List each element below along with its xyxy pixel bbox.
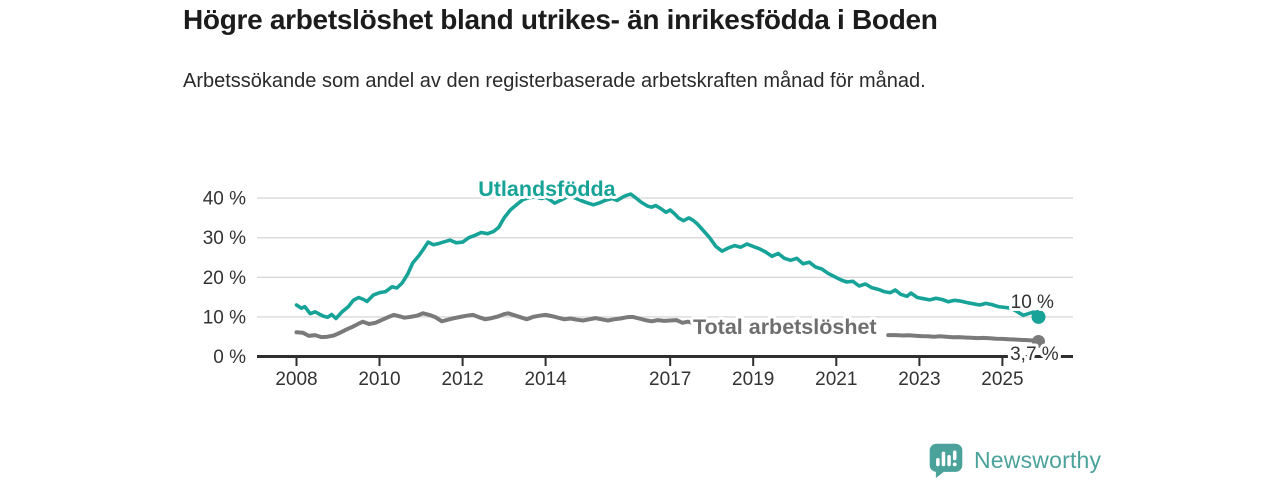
brand-footer: Newsworthy xyxy=(928,442,1101,478)
y-axis-tick-label: 30 % xyxy=(203,228,246,249)
chart-title: Högre arbetslöshet bland utrikes- än inr… xyxy=(183,4,938,35)
total-arbetsloshet-end-dot xyxy=(1032,335,1045,348)
total-arbetsloshet-line xyxy=(294,311,693,340)
total-arbetsloshet-line xyxy=(886,333,1041,344)
chart-subtitle: Arbetssökande som andel av den registerb… xyxy=(183,70,926,92)
x-axis-tick-label: 2010 xyxy=(358,369,400,390)
y-axis-tick-label: 40 % xyxy=(203,189,246,210)
x-axis-tick-label: 2014 xyxy=(524,369,567,390)
total-arbetsloshet-end-value-label: 3,7 % xyxy=(1010,344,1059,365)
x-axis-tick-label: 2025 xyxy=(981,369,1023,390)
x-axis-tick-label: 2019 xyxy=(732,369,774,390)
y-axis-tick-label: 20 % xyxy=(203,268,246,289)
total-arbetsloshet-series-label: Total arbetslöshet xyxy=(693,315,877,339)
x-axis-tick-label: 2008 xyxy=(275,369,317,390)
utlandsfodda-series-label: Utlandsfödda xyxy=(478,177,616,201)
y-axis-tick-label: 0 % xyxy=(213,347,246,368)
x-axis-tick-label: 2012 xyxy=(441,369,483,390)
newsworthy-logo-icon xyxy=(929,443,963,478)
brand-name: Newsworthy xyxy=(974,446,1102,473)
utlandsfodda-end-dot xyxy=(1031,309,1046,324)
x-axis-tick-label: 2021 xyxy=(815,369,857,390)
y-axis-tick-label: 10 % xyxy=(203,307,246,328)
utlandsfodda-line xyxy=(294,192,1041,321)
utlandsfodda-end-value-label: 10 % xyxy=(1011,292,1054,313)
x-axis-tick-label: 2017 xyxy=(649,369,691,390)
x-axis-tick-label: 2023 xyxy=(898,369,940,390)
